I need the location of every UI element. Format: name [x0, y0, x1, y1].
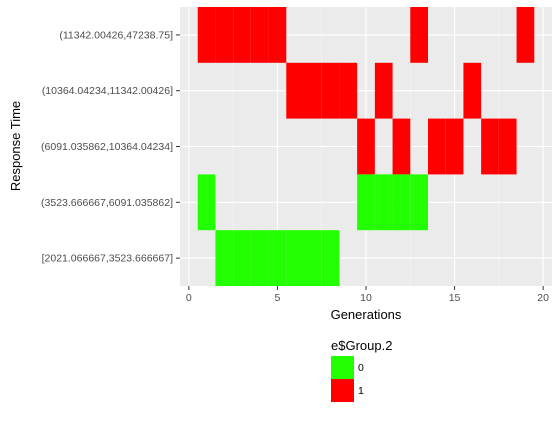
heatmap-cell	[463, 62, 482, 119]
heatmap-cell	[197, 7, 216, 63]
y-tick-label: (6091.035862,10364.04234]	[41, 141, 173, 153]
heatmap-cell	[445, 118, 464, 175]
heatmap-cell	[250, 230, 269, 286]
heatmap-cell	[392, 174, 411, 231]
heatmap-cell	[215, 7, 234, 63]
heatmap-cell	[286, 230, 304, 286]
heatmap-cell	[498, 118, 517, 175]
legend: e$Group.2 0 1	[331, 338, 392, 402]
heatmap-cell	[357, 174, 375, 231]
heatmap-cell	[410, 7, 428, 63]
heatmap-cell	[197, 174, 216, 231]
y-tick-label: (10364.04234,11342.00426]	[42, 85, 173, 97]
x-axis-title: Generations	[331, 307, 402, 322]
heatmap-cell	[516, 7, 535, 63]
heatmap-cell	[268, 230, 287, 286]
heatmap-cell	[410, 174, 428, 231]
heatmap-cell	[250, 7, 269, 63]
heatmap-cell	[233, 7, 251, 63]
heatmap-cell	[374, 62, 393, 119]
x-axis: 0 5 10 15 20	[186, 286, 549, 304]
legend-key	[331, 379, 354, 402]
y-tick-label: (11342.00426,47238.75]	[59, 29, 173, 41]
heatmap-cell	[392, 118, 411, 175]
heatmap-cell	[215, 230, 234, 286]
heatmap-cell	[321, 62, 340, 119]
legend-label: 1	[358, 385, 364, 397]
legend-title: e$Group.2	[331, 338, 392, 353]
heatmap-cell	[233, 230, 251, 286]
y-axis-title: Response Time	[8, 101, 23, 191]
x-tick-label: 5	[275, 292, 281, 304]
heatmap-cell	[321, 230, 340, 286]
heatmap-cell	[268, 7, 287, 63]
x-tick-label: 0	[186, 292, 192, 304]
x-tick-label: 10	[360, 292, 372, 304]
heatmap-cell	[339, 62, 358, 119]
legend-label: 0	[358, 362, 364, 374]
heatmap-cell	[357, 118, 375, 175]
y-tick-label: (3523.666667,6091.035862]	[41, 197, 173, 209]
heatmap-cell	[304, 62, 322, 119]
legend-key	[331, 356, 354, 379]
y-axis: [2021.066667,3523.666667] (3523.666667,60…	[41, 29, 180, 265]
heatmap-cell	[428, 118, 446, 175]
heatmap-cell	[286, 62, 304, 119]
x-tick-label: 20	[537, 292, 549, 304]
heatmap-cell	[304, 230, 322, 286]
y-tick-label: [2021.066667,3523.666667]	[42, 253, 173, 265]
heatmap-cell	[374, 174, 393, 231]
x-tick-label: 15	[449, 292, 461, 304]
heatmap-cell	[481, 118, 499, 175]
heatmap-cells	[197, 7, 535, 286]
